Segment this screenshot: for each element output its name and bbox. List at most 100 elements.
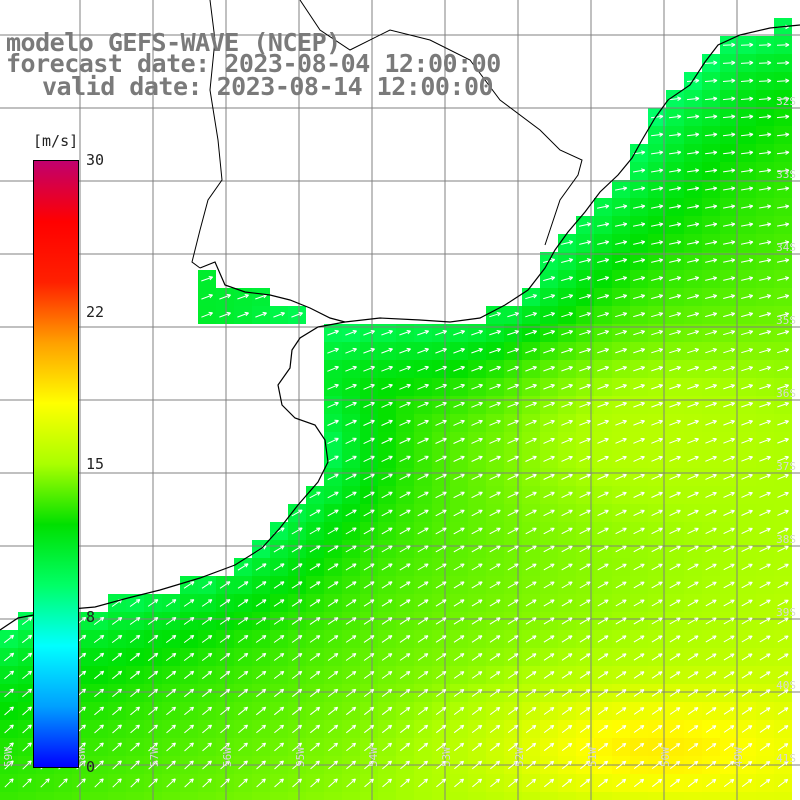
wind-arrow <box>147 652 159 662</box>
wind-arrow <box>273 563 285 571</box>
wind-arrow <box>327 401 339 408</box>
wind-arrow <box>759 545 771 553</box>
wind-arrow <box>256 778 266 788</box>
wind-arrow <box>525 401 537 408</box>
wind-arrow <box>130 706 141 716</box>
wind-arrow <box>255 599 267 607</box>
wind-arrow <box>651 150 664 155</box>
wind-arrow <box>219 294 231 300</box>
wind-arrow <box>579 778 591 788</box>
wind-arrow <box>111 617 123 625</box>
wind-arrow <box>453 653 465 661</box>
wind-arrow <box>705 563 717 571</box>
wind-arrow <box>453 689 465 697</box>
wind-arrow <box>471 348 483 354</box>
wind-arrow <box>633 778 645 788</box>
lon-label: 54W <box>367 747 380 767</box>
wind-arrow <box>4 706 14 716</box>
wind-arrow <box>40 778 50 788</box>
wind-arrow <box>669 204 682 209</box>
wind-arrow <box>417 653 429 661</box>
wind-arrow <box>705 491 717 498</box>
wind-arrow <box>201 652 213 661</box>
wind-arrow <box>687 384 700 390</box>
wind-arrow <box>345 724 357 734</box>
wind-arrow <box>417 365 429 372</box>
wind-arrow <box>489 527 501 535</box>
wind-arrow <box>633 617 645 625</box>
wind-arrow <box>471 491 483 499</box>
wind-arrow <box>255 581 267 589</box>
lon-label: 53W <box>440 747 453 767</box>
wind-arrow <box>327 724 339 734</box>
speed-cell <box>558 792 576 800</box>
wind-arrow <box>669 330 682 336</box>
wind-arrow <box>705 509 717 516</box>
lon-label: 59W <box>2 747 15 767</box>
wind-arrow <box>381 383 393 390</box>
wind-arrow <box>327 527 339 535</box>
wind-arrow <box>22 778 32 788</box>
wind-arrow <box>597 276 610 282</box>
wind-arrow <box>759 150 772 155</box>
wind-arrow <box>130 724 140 734</box>
wind-arrow <box>363 330 375 336</box>
wind-arrow <box>561 258 574 263</box>
wind-arrow <box>219 670 231 680</box>
wind-arrow <box>741 509 753 516</box>
wind-arrow <box>686 96 700 102</box>
wind-arrow <box>345 509 357 517</box>
speed-cell <box>198 792 216 800</box>
wind-arrow <box>615 348 628 354</box>
wind-arrow <box>219 635 231 643</box>
wind-arrow <box>543 653 555 661</box>
wind-arrow <box>741 778 753 787</box>
wind-arrow <box>777 527 789 534</box>
wind-arrow <box>705 258 718 263</box>
lon-label: 51W <box>586 747 599 767</box>
wind-arrow <box>291 509 303 517</box>
wind-arrow <box>381 653 393 661</box>
wind-arrow <box>399 383 411 390</box>
wind-arrow <box>633 258 646 263</box>
wind-arrow <box>561 455 573 462</box>
wind-arrow <box>615 312 628 318</box>
wind-arrow <box>705 222 718 227</box>
wind-arrow <box>633 366 646 372</box>
wind-arrow <box>777 186 790 191</box>
wind-arrow <box>579 635 591 643</box>
wind-arrow <box>183 634 195 643</box>
wind-arrow <box>381 545 393 553</box>
wind-arrow <box>363 599 375 607</box>
wind-arrow <box>453 383 465 390</box>
wind-arrow <box>363 365 375 372</box>
wind-arrow <box>489 617 501 625</box>
wind-arrow <box>777 671 789 679</box>
wind-arrow <box>543 509 555 517</box>
wind-arrow <box>723 366 736 372</box>
wind-arrow <box>597 653 609 661</box>
wind-arrow <box>525 707 537 715</box>
wind-arrow <box>129 652 141 662</box>
wind-arrow <box>705 366 718 372</box>
wind-arrow <box>148 778 158 788</box>
wind-arrow <box>364 742 375 752</box>
wind-arrow <box>561 437 573 444</box>
speed-cell <box>684 792 702 800</box>
wind-arrow <box>435 689 447 697</box>
wind-arrow <box>93 652 105 662</box>
wind-arrow <box>435 401 447 408</box>
wind-arrow <box>579 545 591 553</box>
wind-arrow <box>417 599 429 607</box>
wind-arrow <box>525 419 537 426</box>
wind-arrow <box>255 617 267 625</box>
wind-arrow <box>255 670 267 679</box>
wind-arrow <box>327 491 339 499</box>
wind-arrow <box>219 617 231 625</box>
wind-arrow <box>417 688 429 697</box>
wind-arrow <box>669 402 681 408</box>
wind-arrow <box>345 706 357 716</box>
wind-arrow <box>777 635 789 643</box>
wind-arrow <box>705 599 717 607</box>
wind-arrow <box>687 294 700 300</box>
